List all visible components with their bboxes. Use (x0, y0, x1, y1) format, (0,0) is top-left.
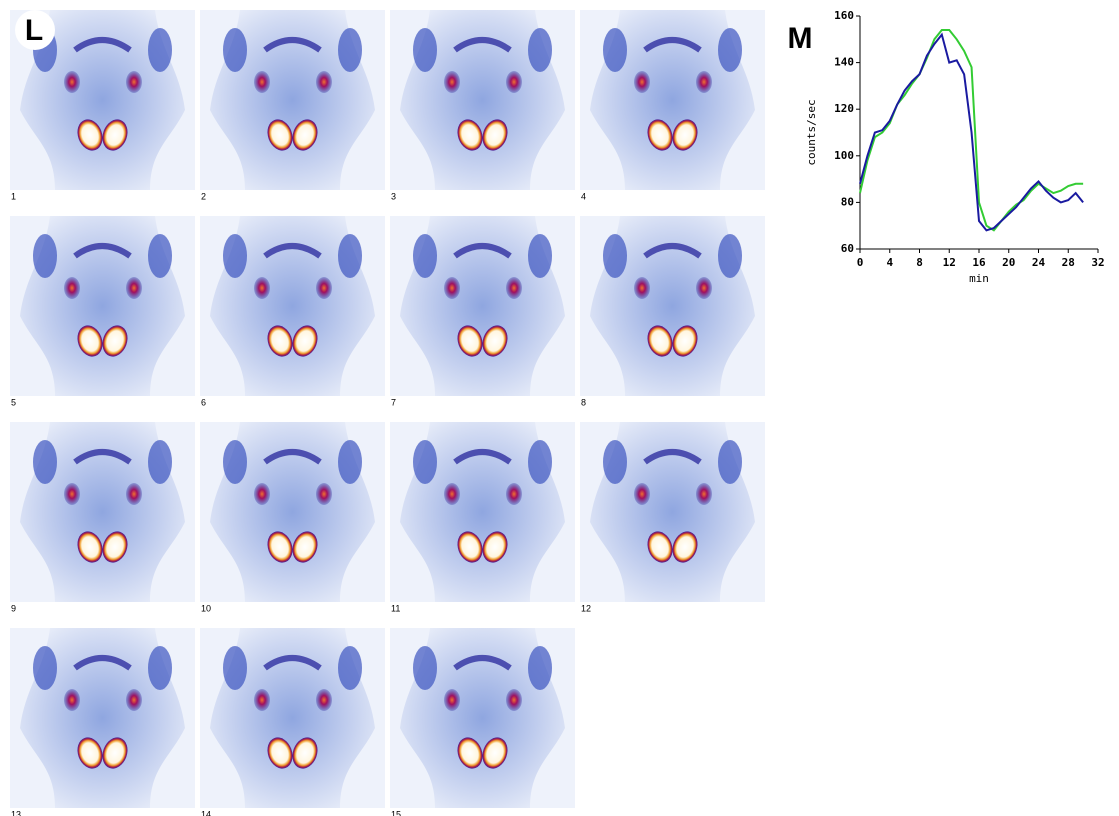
scan-image (200, 10, 385, 190)
frame-label: 6 (201, 397, 206, 407)
x-tick-label: 28 (1062, 256, 1075, 269)
frame-label: 7 (391, 397, 396, 407)
scan-image (200, 628, 385, 808)
scan-image (10, 628, 195, 808)
frame-label: 1 (11, 191, 16, 201)
frame-label: 8 (581, 397, 586, 407)
frame-label: 3 (391, 191, 396, 201)
scan-image (580, 10, 765, 190)
scan-image (580, 422, 765, 602)
scan-image (390, 216, 575, 396)
panel-label-badge (15, 10, 55, 50)
frame-label: 11 (391, 603, 400, 613)
x-axis-label: min (969, 272, 989, 285)
frame-label: 5 (11, 397, 16, 407)
x-tick-label: 0 (857, 256, 864, 269)
x-tick-label: 32 (1091, 256, 1104, 269)
scan-image (10, 216, 195, 396)
x-tick-label: 8 (916, 256, 923, 269)
scan-image (390, 628, 575, 808)
y-tick-label: 80 (841, 195, 854, 208)
frame-label: 2 (201, 191, 206, 201)
data-line (859, 32, 1084, 232)
frame-label: 4 (581, 191, 586, 201)
panel-label: L (25, 14, 43, 47)
y-tick-label: 100 (834, 149, 854, 162)
line-chart: 60 80 100 120 140 160 0 4 8 12 16 20 24 28 32 min counts… (805, 9, 1105, 285)
frame-label: 13 (11, 809, 21, 816)
frame-label: 10 (201, 603, 211, 613)
x-tick-label: 24 (1032, 256, 1046, 269)
x-tick-label: 20 (1002, 256, 1015, 269)
y-tick-label: 140 (834, 56, 854, 69)
y-tick-label: 60 (841, 242, 854, 255)
scan-image (200, 216, 385, 396)
y-tick-label: 120 (834, 102, 854, 115)
y-axis-label: counts/sec (805, 99, 818, 165)
frame-label: 15 (391, 809, 401, 816)
scan-image (390, 422, 575, 602)
scan-image (580, 216, 765, 396)
scan-image (10, 422, 195, 602)
x-tick-label: 12 (943, 256, 956, 269)
x-tick-label: 4 (886, 256, 893, 269)
y-tick-label: 160 (834, 9, 854, 22)
x-tick-label: 16 (972, 256, 986, 269)
frame-label: 14 (201, 809, 211, 816)
scan-image (200, 422, 385, 602)
panel-label: M (788, 22, 813, 55)
frame-label: 9 (11, 603, 16, 613)
scan-image (390, 10, 575, 190)
frame-label: 12 (581, 603, 591, 613)
